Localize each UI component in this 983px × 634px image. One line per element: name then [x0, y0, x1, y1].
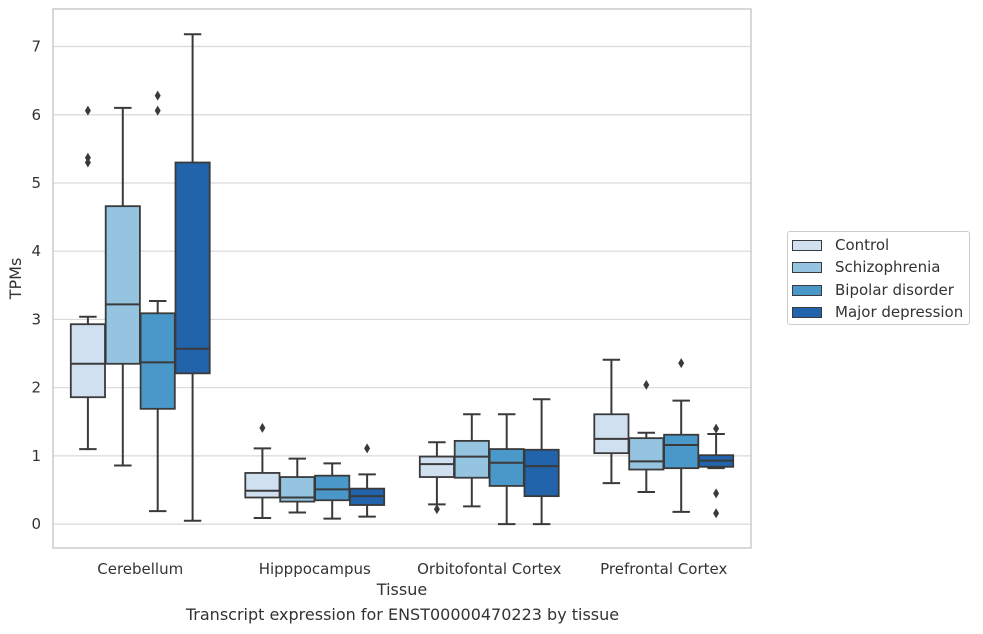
box-2-1 [453, 413, 490, 508]
box-body [174, 161, 211, 375]
box-2-2 [488, 413, 525, 526]
box-3-1 [628, 379, 665, 494]
chart-caption: Transcript expression for ENST0000047022… [185, 605, 620, 624]
legend-swatch-control [792, 239, 822, 251]
outlier-point [433, 504, 440, 515]
y-tick-label: 2 [31, 379, 41, 397]
legend-item-bipolar-disorder: Bipolar disorder [792, 280, 954, 300]
x-axis-title: Tissue [376, 580, 427, 599]
box-2-0 [418, 441, 455, 515]
legend-label-major-depression: Major depression [835, 303, 964, 321]
box-body [628, 437, 665, 471]
box-body [104, 205, 141, 365]
y-tick-label: 7 [31, 38, 41, 56]
y-tick-label: 6 [31, 106, 41, 124]
x-tick-label: Cerebellum [97, 560, 183, 578]
box-body [139, 312, 176, 410]
y-tick-label: 5 [31, 174, 41, 192]
legend-label-bipolar-disorder: Bipolar disorder [835, 281, 954, 299]
outlier-point [678, 358, 685, 369]
y-axis-title: TPMs [6, 258, 25, 301]
legend-swatch-bipolar-disorder [792, 284, 822, 296]
box-body [69, 323, 106, 399]
y-tick-label: 0 [31, 515, 41, 533]
x-tick-label: Prefrontal Cortex [600, 560, 727, 578]
legend-item-control: Control [792, 235, 889, 255]
x-tick-labels: Cerebellum Hipppocampus Orbitofontal Corte… [97, 560, 727, 578]
outlier-point [84, 105, 91, 116]
y-tick-label: 4 [31, 242, 41, 260]
x-tick-label: Hipppocampus [259, 560, 371, 578]
box-body [523, 448, 560, 498]
plot-area-frame [52, 8, 752, 549]
box-0-0 [69, 105, 106, 451]
legend-label-schizophrenia: Schizophrenia [835, 258, 941, 276]
legend-item-schizophrenia: Schizophrenia [792, 257, 940, 277]
box-0-1 [104, 106, 141, 467]
box-1-2 [314, 462, 351, 520]
outlier-point [713, 423, 720, 434]
outlier-point [154, 105, 161, 116]
y-tick-label: 3 [31, 310, 41, 328]
outlier-point [154, 90, 161, 101]
box-1-0 [244, 422, 281, 519]
box-0-3 [174, 33, 211, 522]
box-3-0 [593, 358, 630, 485]
legend-label-control: Control [835, 236, 890, 254]
box-1-1 [279, 457, 316, 514]
box-body [488, 448, 525, 487]
x-tick-label: Orbitofontal Cortex [417, 560, 561, 578]
box-body [593, 413, 630, 455]
box-2-3 [523, 398, 560, 526]
box-3-2 [663, 358, 700, 513]
outlier-point [259, 422, 266, 433]
legend-swatch-major-depression [792, 306, 822, 318]
y-tick-labels: 0 1 2 3 4 5 6 7 [31, 38, 41, 534]
legend-item-major-depression: Major depression [792, 302, 963, 322]
box-body [418, 455, 455, 478]
box-body [244, 472, 281, 499]
box-1-3 [349, 443, 386, 518]
boxes-layer [69, 33, 735, 526]
legend: Control Schizophrenia Bipolar disorder M… [787, 231, 970, 325]
outlier-point [84, 152, 91, 163]
outlier-point [364, 443, 371, 454]
outlier-point [713, 508, 720, 519]
legend-swatch-schizophrenia [792, 261, 822, 273]
y-tick-label: 1 [31, 447, 41, 465]
outlier-point [713, 488, 720, 499]
box-body [453, 439, 490, 479]
box-0-2 [139, 90, 176, 513]
box-body [314, 474, 351, 502]
box-body [663, 433, 700, 470]
outlier-point [643, 379, 650, 390]
box-3-3 [698, 423, 735, 519]
